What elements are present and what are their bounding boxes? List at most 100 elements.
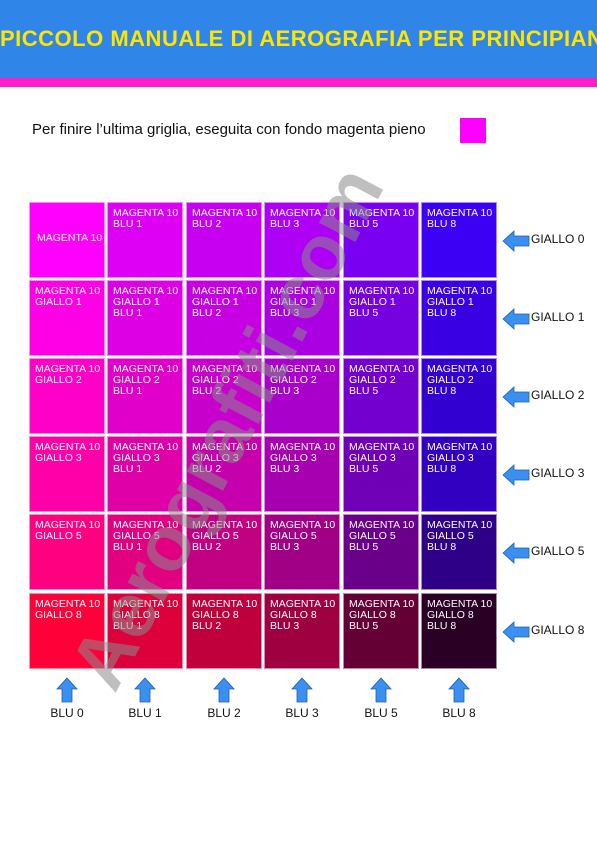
color-swatch-cell: MAGENTA 10 GIALLO 3 BLU 8 [421,436,497,512]
color-swatch-cell: MAGENTA 10 GIALLO 1 BLU 8 [421,280,497,356]
cell-label: MAGENTA 10 GIALLO 1 BLU 8 [427,285,493,319]
column-label: BLU 5 [364,706,398,720]
color-swatch-cell: MAGENTA 10 GIALLO 2 BLU 1 [107,358,183,434]
arrow-left-icon [502,230,530,252]
color-swatch-cell: MAGENTA 10 GIALLO 1 BLU 5 [343,280,419,356]
cell-label: MAGENTA 10 GIALLO 1 BLU 3 [270,285,336,319]
cell-label: MAGENTA 10 GIALLO 8 BLU 1 [113,598,179,632]
color-swatch-cell: MAGENTA 10 GIALLO 5 BLU 5 [343,514,419,590]
color-swatch-cell: MAGENTA 10 GIALLO 2 BLU 5 [343,358,419,434]
color-swatch-cell: MAGENTA 10 GIALLO 8 BLU 2 [186,593,262,669]
cell-label: MAGENTA 10 BLU 3 [270,207,336,230]
cell-label: MAGENTA 10 GIALLO 8 BLU 8 [427,598,493,632]
cell-label: MAGENTA 10 GIALLO 1 BLU 1 [113,285,179,319]
cell-label: MAGENTA 10 BLU 5 [349,207,415,230]
cell-label: MAGENTA 10 GIALLO 5 [35,519,101,542]
column-label: BLU 2 [207,706,241,720]
cell-label: MAGENTA 10 GIALLO 5 BLU 8 [427,519,493,553]
color-swatch-cell: MAGENTA 10 BLU 8 [421,202,497,278]
color-swatch-cell: MAGENTA 10 GIALLO 8 BLU 8 [421,593,497,669]
color-swatch-cell: MAGENTA 10 BLU 2 [186,202,262,278]
color-swatch-cell: MAGENTA 10 GIALLO 5 [29,514,105,590]
cell-label: MAGENTA 10 GIALLO 2 BLU 8 [427,363,493,397]
cell-label: MAGENTA 10 GIALLO 5 BLU 1 [113,519,179,553]
arrow-up-icon [213,677,235,703]
color-swatch-cell: MAGENTA 10 GIALLO 8 BLU 1 [107,593,183,669]
page-title: PICCOLO MANUALE DI AEROGRAFIA PER PRINCI… [0,26,597,51]
cell-label: MAGENTA 10 GIALLO 8 BLU 2 [192,598,258,632]
color-swatch-cell: MAGENTA 10 GIALLO 5 BLU 3 [264,514,340,590]
color-swatch-cell: MAGENTA 10 GIALLO 1 BLU 3 [264,280,340,356]
cell-label: MAGENTA 10 GIALLO 2 BLU 2 [192,363,258,397]
cell-label: MAGENTA 10 [37,232,103,244]
cell-label: MAGENTA 10 BLU 1 [113,207,179,230]
cell-label: MAGENTA 10 GIALLO 1 BLU 2 [192,285,258,319]
cell-label: MAGENTA 10 GIALLO 2 BLU 5 [349,363,415,397]
cell-label: MAGENTA 10 GIALLO 8 BLU 5 [349,598,415,632]
color-swatch-cell: MAGENTA 10 GIALLO 5 BLU 8 [421,514,497,590]
arrow-left-icon [502,308,530,330]
color-swatch-cell: MAGENTA 10 GIALLO 3 BLU 5 [343,436,419,512]
arrow-left-icon [502,542,530,564]
cell-label: MAGENTA 10 GIALLO 8 BLU 3 [270,598,336,632]
cell-label: MAGENTA 10 GIALLO 2 [35,363,101,386]
arrow-up-icon [448,677,470,703]
cell-label: MAGENTA 10 GIALLO 3 BLU 1 [113,441,179,475]
cell-label: MAGENTA 10 GIALLO 8 [35,598,101,621]
cell-label: MAGENTA 10 GIALLO 1 BLU 5 [349,285,415,319]
arrow-left-icon [502,464,530,486]
cell-label: MAGENTA 10 GIALLO 3 BLU 2 [192,441,258,475]
arrow-up-icon [56,677,78,703]
arrow-left-icon [502,621,530,643]
row-label: GIALLO 2 [531,388,585,402]
color-swatch-cell: MAGENTA 10 GIALLO 3 BLU 2 [186,436,262,512]
arrow-up-icon [370,677,392,703]
row-label: GIALLO 0 [531,232,585,246]
color-swatch-cell: MAGENTA 10 GIALLO 2 BLU 2 [186,358,262,434]
row-label: GIALLO 3 [531,466,585,480]
cell-label: MAGENTA 10 GIALLO 3 [35,441,101,464]
color-swatch-cell: MAGENTA 10 GIALLO 1 BLU 2 [186,280,262,356]
color-swatch-cell: MAGENTA 10 GIALLO 1 [29,280,105,356]
intro-text: Per finire l’ultima griglia, eseguita co… [32,121,426,138]
cell-label: MAGENTA 10 GIALLO 1 [35,285,101,308]
arrow-left-icon [502,386,530,408]
color-swatch-cell: MAGENTA 10 GIALLO 5 BLU 2 [186,514,262,590]
row-label: GIALLO 1 [531,310,585,324]
color-swatch-cell: MAGENTA 10 BLU 3 [264,202,340,278]
color-swatch-cell: MAGENTA 10 GIALLO 3 BLU 1 [107,436,183,512]
color-swatch-cell: MAGENTA 10 GIALLO 8 [29,593,105,669]
color-swatch-cell: MAGENTA 10 GIALLO 1 BLU 1 [107,280,183,356]
cell-label: MAGENTA 10 GIALLO 2 BLU 3 [270,363,336,397]
header-bar [0,0,597,78]
cell-label: MAGENTA 10 GIALLO 3 BLU 3 [270,441,336,475]
column-label: BLU 3 [285,706,319,720]
row-label: GIALLO 8 [531,623,585,637]
color-swatch-cell: MAGENTA 10 GIALLO 8 BLU 5 [343,593,419,669]
cell-label: MAGENTA 10 GIALLO 3 BLU 5 [349,441,415,475]
column-label: BLU 0 [50,706,84,720]
color-swatch-cell: MAGENTA 10 GIALLO 8 BLU 3 [264,593,340,669]
column-label: BLU 8 [442,706,476,720]
cell-label: MAGENTA 10 BLU 2 [192,207,258,230]
cell-label: MAGENTA 10 GIALLO 5 BLU 2 [192,519,258,553]
color-swatch-cell: MAGENTA 10 GIALLO 2 BLU 3 [264,358,340,434]
color-swatch-cell: MAGENTA 10 GIALLO 5 BLU 1 [107,514,183,590]
color-swatch-cell: MAGENTA 10 GIALLO 2 BLU 8 [421,358,497,434]
column-label: BLU 1 [128,706,162,720]
cell-label: MAGENTA 10 BLU 8 [427,207,493,230]
color-swatch-cell: MAGENTA 10 GIALLO 3 BLU 3 [264,436,340,512]
arrow-up-icon [291,677,313,703]
cell-label: MAGENTA 10 GIALLO 2 BLU 1 [113,363,179,397]
arrow-up-icon [134,677,156,703]
cell-label: MAGENTA 10 GIALLO 5 BLU 3 [270,519,336,553]
color-swatch-cell: MAGENTA 10 GIALLO 3 [29,436,105,512]
cell-label: MAGENTA 10 GIALLO 5 BLU 5 [349,519,415,553]
row-label: GIALLO 5 [531,544,585,558]
header-stripe [0,78,597,87]
color-swatch-cell: MAGENTA 10 GIALLO 2 [29,358,105,434]
cell-label: MAGENTA 10 GIALLO 3 BLU 8 [427,441,493,475]
color-swatch-cell: MAGENTA 10 BLU 5 [343,202,419,278]
magenta-swatch [460,118,486,143]
color-swatch-cell: MAGENTA 10 [29,202,105,278]
